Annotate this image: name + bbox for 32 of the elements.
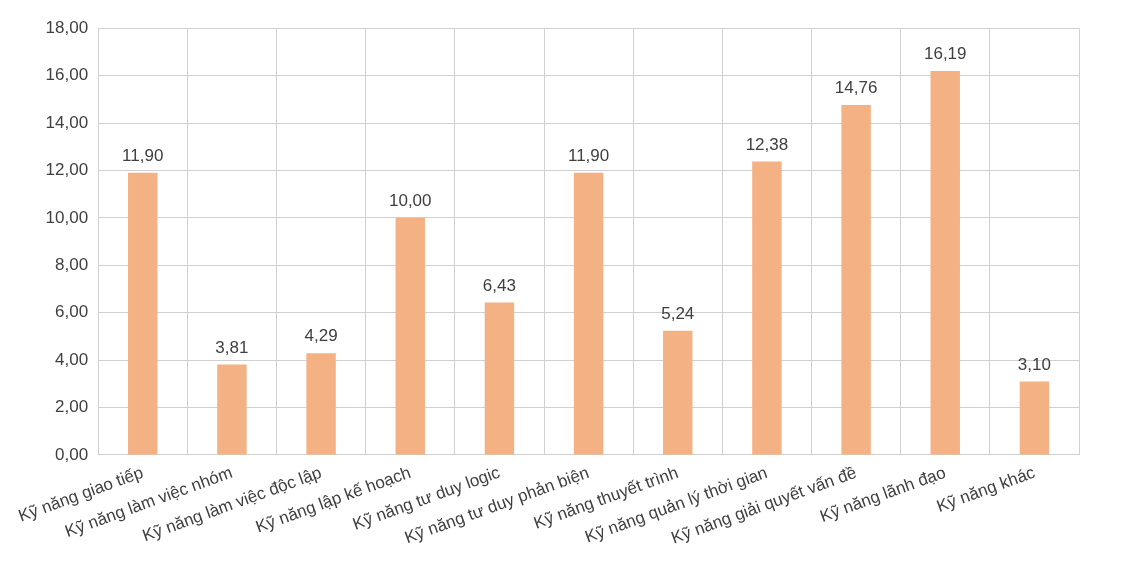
bar bbox=[484, 302, 515, 455]
data-label: 12,38 bbox=[745, 134, 789, 154]
bar bbox=[663, 330, 693, 455]
y-tick-label: 14,00 bbox=[45, 112, 89, 132]
y-tick-label: 4,00 bbox=[55, 349, 89, 369]
y-tick-label: 2,00 bbox=[55, 397, 89, 417]
bar bbox=[395, 217, 425, 455]
y-tick-label: 18,00 bbox=[45, 17, 89, 37]
bar bbox=[752, 161, 782, 455]
y-tick-label: 8,00 bbox=[55, 254, 89, 274]
data-label: 11,90 bbox=[567, 146, 610, 165]
data-label: 16,19 bbox=[923, 44, 967, 64]
bar bbox=[217, 364, 247, 455]
bar bbox=[306, 353, 336, 455]
data-label: 14,76 bbox=[834, 78, 878, 98]
bar bbox=[841, 105, 871, 455]
bar bbox=[1019, 381, 1050, 455]
data-label: 11,90 bbox=[122, 146, 164, 165]
data-label: 4,29 bbox=[304, 326, 338, 346]
bar bbox=[573, 172, 604, 455]
data-label: 6,43 bbox=[482, 275, 516, 295]
y-tick-label: 0,00 bbox=[55, 444, 89, 464]
y-tick-label: 10,00 bbox=[45, 207, 89, 227]
data-label: 10,00 bbox=[388, 191, 432, 211]
data-label: 3,81 bbox=[215, 337, 249, 357]
bar bbox=[128, 172, 158, 455]
data-label: 5,24 bbox=[661, 303, 695, 323]
y-tick-label: 6,00 bbox=[55, 302, 89, 322]
y-tick-label: 12,00 bbox=[45, 160, 89, 180]
y-tick-label: 16,00 bbox=[45, 65, 89, 85]
bar bbox=[930, 71, 960, 455]
data-label: 3,10 bbox=[1017, 354, 1051, 374]
